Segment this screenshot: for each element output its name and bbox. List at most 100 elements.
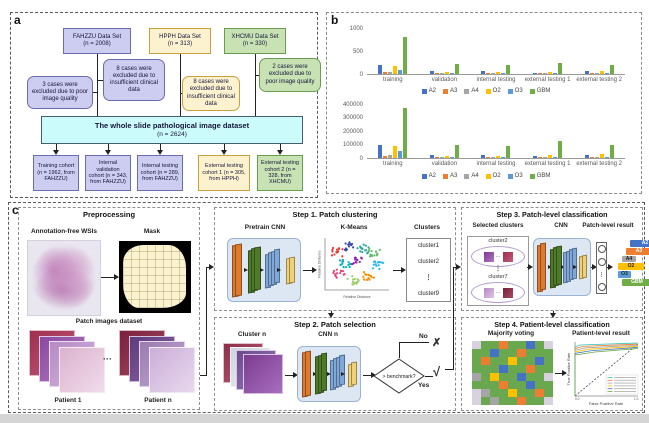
legend-swatch-A3 (442, 88, 448, 94)
roc-ylabel: True Positive Rate (566, 352, 571, 386)
mosaic-cell (499, 381, 508, 389)
mosaic-cell (526, 357, 535, 365)
cnn-layer (350, 361, 357, 386)
majority-voting-mosaic (472, 341, 553, 405)
exclusion-1-text: 3 cases were excluded due to poor image … (31, 81, 89, 103)
mosaic-cell (490, 397, 499, 405)
kmeans-point (346, 277, 349, 280)
kmeans-point (330, 254, 334, 257)
kmeans-point (335, 268, 338, 271)
dataset-box-fahzzu: FAHZZU Data Set (n = 2008) (63, 28, 131, 54)
dataset-hpph-name: HPPH Data Set (159, 33, 201, 40)
mosaic-cell (490, 389, 499, 397)
cnn-layer (288, 256, 295, 283)
mosaic-cell (481, 373, 490, 381)
chart2-plot-area (367, 105, 625, 159)
bar-group-validation (419, 29, 471, 74)
cnn-layer-arrow (276, 267, 281, 272)
step1-box: Step 1. Patch clustering Pretrain CNN K-… (214, 207, 456, 311)
selected-cluster7-label: cluster7 (488, 274, 508, 280)
cohort-box-external-2: External testing cohort 2 (n = 328, from… (257, 155, 303, 191)
panel-b-charts: b training validation internal testing exte… (326, 12, 642, 194)
x-axis-label-internal-testing: internal testing (476, 77, 516, 83)
mosaic-cell (508, 389, 517, 397)
kmeans-point (348, 241, 351, 244)
bottom-gray-strip (0, 414, 649, 423)
bar-O2 (393, 66, 398, 74)
bar-O3 (553, 156, 558, 158)
y-axis-tick: 100000 (342, 142, 363, 148)
bar-group-training (367, 29, 419, 74)
kmeans-point (340, 269, 343, 273)
cnn-layer (540, 242, 547, 291)
pool-title: The whole slide pathological image datas… (94, 120, 250, 130)
wsi-label: Annotation-free WSIs (30, 228, 98, 235)
bar-O2 (548, 72, 553, 74)
bar-A2 (533, 156, 538, 158)
cluster1-item: cluster1 (417, 243, 439, 249)
kmeans-point (373, 254, 376, 257)
panel-b-label: b (331, 13, 339, 27)
kmeans-point (332, 246, 335, 250)
output-nodes: ⋮ (596, 242, 607, 294)
legend-item-A2: A2 (421, 173, 436, 179)
bar-O2 (496, 71, 501, 74)
bar-GBM (454, 63, 459, 74)
kmeans-point (350, 244, 353, 247)
mosaic-cell (472, 341, 481, 349)
mosaic-cell (481, 365, 490, 373)
cnn-layer-arrow (244, 267, 249, 272)
patient1-patch-stack (29, 330, 107, 394)
bar-A2 (584, 154, 589, 158)
kmeans-xlabel: Relative Distance (343, 295, 370, 299)
cohort-internal-testing-text: Internal testing cohort (n = 289, from F… (140, 163, 180, 183)
kmeans-point (370, 249, 373, 253)
bar-GBM (506, 65, 511, 74)
kmeans-point (376, 261, 379, 264)
mosaic-cell (544, 349, 553, 357)
exclusion-2-text: 8 cases were excluded due to insufficien… (110, 65, 158, 94)
kmeans-point (378, 267, 381, 271)
bar-O2 (444, 71, 449, 74)
panel-c-pipeline: c Preprocessing Annotation-free WSIs Mas… (8, 202, 649, 413)
chart1-plot-area (367, 29, 625, 75)
kmeans-point (351, 280, 355, 283)
kmeans-point (337, 247, 341, 251)
mosaic-cell (508, 357, 517, 365)
result-chip-GBM: GBM (622, 278, 649, 286)
no-label: No (419, 333, 428, 340)
result-chip-A3: A3 (626, 247, 649, 255)
kmeans-point (342, 265, 345, 269)
mask-label: Mask (143, 228, 161, 235)
majority-voting-label: Majority voting (487, 330, 535, 337)
bar-A4 (543, 157, 548, 158)
mosaic-cell (535, 365, 544, 373)
cnn-layer-arrow (573, 264, 578, 269)
mosaic-cell (526, 389, 535, 397)
mosaic-cell (490, 381, 499, 389)
bar-O3 (398, 69, 403, 74)
clusters-dots: ⋮ (425, 275, 432, 282)
kmeans-point (362, 275, 365, 279)
kmeans-point (362, 243, 365, 246)
selected-cluster2-label: cluster2 (488, 238, 508, 244)
panel-a-flowchart: a FAHZZU Data Set (n = 2008) HPPH Data S… (10, 12, 321, 198)
kmeans-point (358, 260, 361, 264)
mosaic-cell (517, 341, 526, 349)
bar-A4 (388, 155, 393, 158)
mosaic-cell (517, 397, 526, 405)
kmeans-point (368, 247, 371, 250)
bar-GBM (403, 36, 408, 74)
bar-A2 (481, 71, 486, 74)
mosaic-cell (472, 349, 481, 357)
legend-swatch-A2 (421, 88, 427, 94)
mosaic-cell (472, 381, 481, 389)
selected-cluster2-ellipse: ··· (471, 246, 525, 267)
patientn-patch-stack (119, 330, 197, 394)
roc-xlabel: False Positive Rate (589, 401, 624, 406)
cluster-n-label: Cluster n (237, 331, 267, 338)
roc-curve-plot: 0.0 1.0 False Positive Rate True Positiv… (566, 342, 639, 406)
yes-label: Yes (418, 382, 430, 389)
bar-A4 (594, 156, 599, 158)
selected-clusters-label: Selected clusters (472, 222, 524, 229)
